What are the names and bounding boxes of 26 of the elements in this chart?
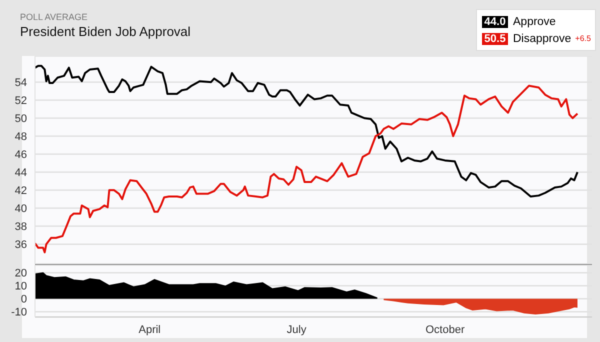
y-tick-label: 20 bbox=[14, 268, 27, 280]
y-tick-label: -10 bbox=[11, 306, 27, 319]
y-tick-label: 42 bbox=[14, 185, 27, 198]
x-tick-label: October bbox=[426, 324, 465, 336]
y-tick-label: 40 bbox=[14, 203, 27, 216]
y-tick-label: 46 bbox=[14, 149, 27, 162]
y-tick-label: 44 bbox=[14, 167, 27, 180]
chart-title: President Biden Job Approval bbox=[20, 24, 191, 39]
y-tick-label: 50 bbox=[14, 113, 27, 126]
y-tick-label: 10 bbox=[14, 280, 27, 293]
x-tick-label: April bbox=[138, 324, 161, 336]
y-tick-label: 38 bbox=[14, 221, 27, 234]
y-tick-label: 54 bbox=[14, 77, 27, 90]
legend-label: Approve bbox=[513, 16, 556, 28]
y-tick-label: 52 bbox=[14, 95, 27, 108]
legend-label: Disapprove bbox=[513, 32, 572, 44]
line-series bbox=[35, 64, 578, 198]
chart-subtitle: POLL AVERAGE bbox=[20, 12, 88, 22]
y-tick-label: 48 bbox=[14, 131, 27, 144]
y-tick-label: 36 bbox=[14, 239, 27, 252]
y-tick-label: 0 bbox=[20, 294, 27, 306]
text: +6.5 bbox=[575, 34, 591, 43]
text: 50.5 bbox=[484, 32, 506, 44]
text: 44.0 bbox=[484, 16, 506, 28]
x-tick-label: July bbox=[286, 324, 307, 336]
line-series bbox=[35, 84, 578, 254]
